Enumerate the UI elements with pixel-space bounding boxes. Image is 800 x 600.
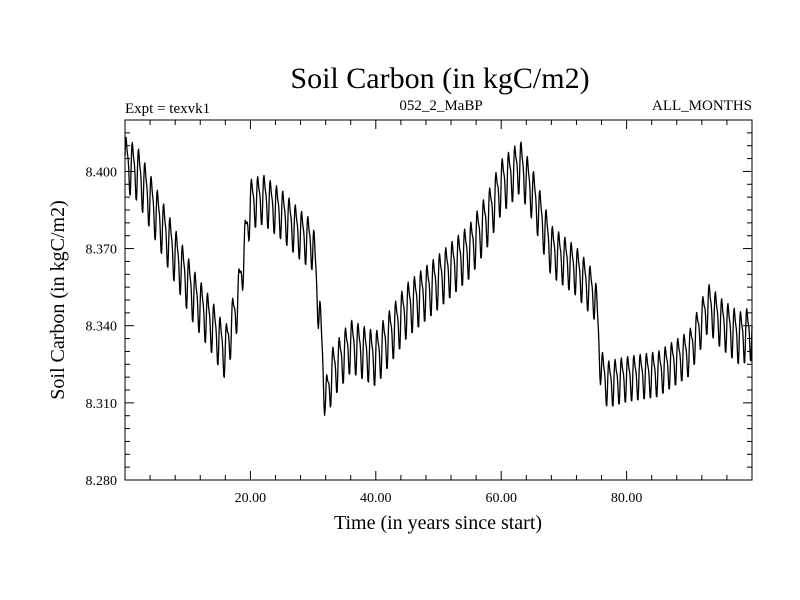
plot-frame bbox=[124, 119, 753, 481]
y-tick-label: 8.370 bbox=[86, 243, 118, 258]
y-tick-label: 8.310 bbox=[86, 397, 118, 412]
x-tick-label: 60.00 bbox=[485, 491, 517, 506]
x-axis-ticks bbox=[124, 120, 753, 480]
x-axis-tick-labels: 20.00 40.00 60.00 80.00 bbox=[235, 491, 643, 506]
plot-area: 8.280 8.310 8.340 8.370 8.400 20.00 40.00 60.0… bbox=[86, 119, 753, 506]
y-tick-label: 8.340 bbox=[86, 320, 118, 335]
x-tick-label: 20.00 bbox=[235, 491, 267, 506]
y-axis-tick-labels: 8.280 8.310 8.340 8.370 8.400 bbox=[86, 165, 118, 489]
y-axis-ticks bbox=[125, 119, 752, 481]
series-line-soil-carbon bbox=[124, 136, 753, 416]
y-axis-label: Soil Carbon (in kgC/m2) bbox=[47, 200, 69, 399]
subtitle-right: ALL_MONTHS bbox=[652, 98, 752, 114]
subtitle-left: Expt = texvk1 bbox=[125, 101, 210, 117]
x-axis-label: Time (in years since start) bbox=[334, 512, 542, 534]
chart-title: Soil Carbon (in kgC/m2) bbox=[290, 62, 589, 95]
x-tick-label: 80.00 bbox=[611, 491, 643, 506]
y-tick-label: 8.280 bbox=[86, 474, 118, 489]
x-tick-label: 40.00 bbox=[360, 491, 392, 506]
subtitle-center: 052_2_MaBP bbox=[399, 98, 482, 114]
y-tick-label: 8.400 bbox=[86, 165, 118, 180]
